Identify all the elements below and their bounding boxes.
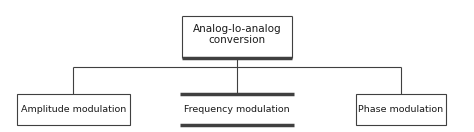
Text: Frequency modulation: Frequency modulation xyxy=(184,105,290,114)
Text: Amplitude modulation: Amplitude modulation xyxy=(21,105,126,114)
Bar xyxy=(17,94,130,125)
Text: Phase modulation: Phase modulation xyxy=(358,105,443,114)
Text: Analog-lo-analog
conversion: Analog-lo-analog conversion xyxy=(193,23,281,45)
Bar xyxy=(356,94,446,125)
